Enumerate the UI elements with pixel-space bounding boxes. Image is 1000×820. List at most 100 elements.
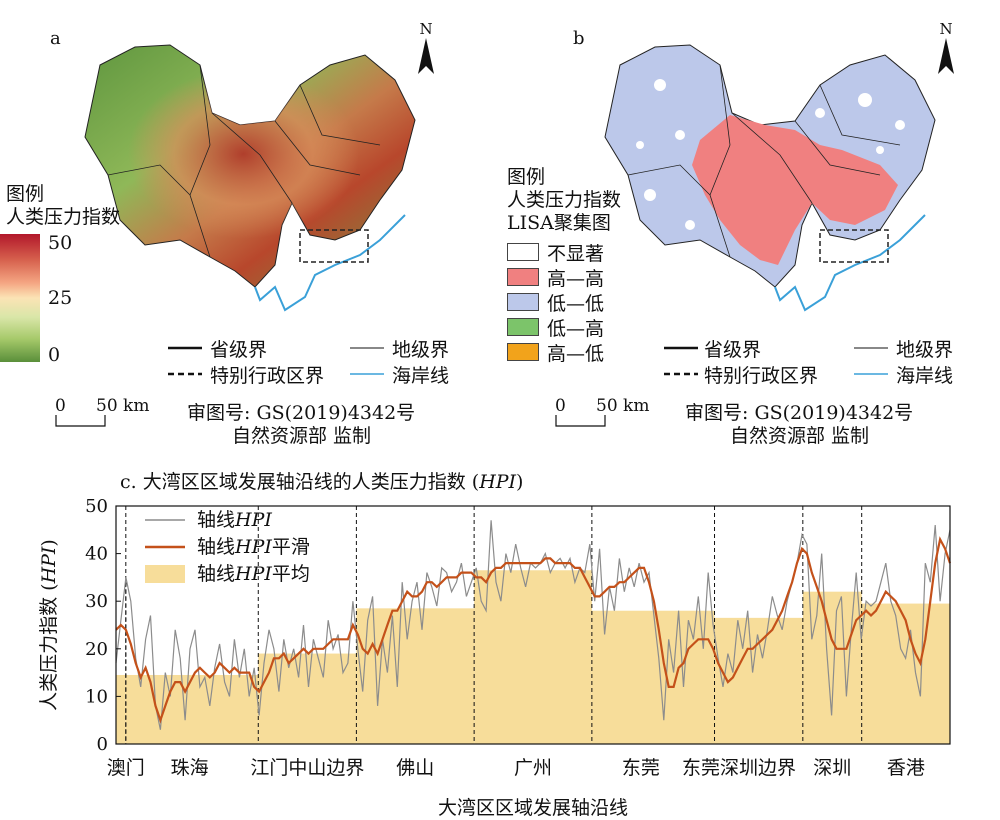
lisa-label-1: 高—高 (547, 267, 605, 290)
lisa-class-1: 高—高 (507, 265, 605, 290)
legend-b-province: 省级界 (704, 339, 762, 361)
legend-b-title: 图例 人类压力指数 LISA聚集图 (507, 166, 621, 235)
panel-a-letter: a (50, 28, 61, 49)
category-label-5: 东莞 (622, 757, 660, 779)
series-raw-hpi (115, 520, 951, 730)
legend-mean-label: 轴线HPI平均 (197, 563, 310, 585)
legend-smooth-suffix: 平滑 (272, 536, 310, 558)
series-smooth-hpi (115, 536, 952, 724)
legend-b-title-line2: 人类压力指数 (507, 189, 622, 211)
ytick-label-2: 20 (85, 639, 108, 660)
legend-a-title-line1: 图例 (6, 183, 45, 205)
scale-a-zero: 0 (55, 396, 66, 416)
chart-title-suffix: ) (516, 471, 524, 493)
lisa-class-3: 低—高 (507, 315, 605, 340)
category-label-2: 江门中山边界 (250, 757, 364, 779)
scale-bar-a (55, 415, 106, 427)
lisa-swatch-4 (507, 343, 539, 361)
legend-b-coast: 海岸线 (896, 365, 954, 387)
legend-a-title-line2: 人类压力指数 (6, 206, 121, 228)
mean-area-5 (591, 610, 715, 744)
legend-mean-suffix: 平均 (272, 563, 310, 585)
ytick-label-5: 50 (85, 496, 108, 517)
ytick-label-3: 30 (85, 591, 108, 612)
legend-mean-em: HPI (234, 563, 272, 585)
lisa-swatch-1 (507, 268, 539, 286)
map-a-coastline (254, 214, 406, 312)
ytick-label-0: 0 (97, 734, 108, 755)
scale-b-label: 50 km (596, 396, 650, 416)
legend-a-prefecture: 地级界 (392, 339, 450, 361)
legend-a-province: 省级界 (210, 339, 268, 361)
scale-b-zero: 0 (555, 396, 566, 416)
north-label-b: N (939, 20, 953, 38)
lisa-label-0: 不显著 (547, 242, 605, 265)
category-label-0: 澳门 (107, 757, 145, 779)
lisa-class-2: 低—低 (507, 290, 605, 315)
chart-title-prefix: c. 大湾区区域发展轴沿线的人类压力指数 ( (120, 471, 480, 493)
boundary-legend-a-lines (168, 346, 384, 376)
legend-smooth-prefix: 轴线 (197, 536, 235, 558)
legend-mean-swatch (145, 565, 185, 583)
legend-smooth-label: 轴线HPI平滑 (197, 536, 310, 558)
legend-a-title: 图例 人类压力指数 (6, 183, 120, 229)
category-label-6: 东莞深圳边界 (682, 757, 796, 779)
map-a (84, 44, 416, 312)
colorbar-max: 50 (48, 232, 73, 254)
legend-raw-prefix: 轴线 (197, 509, 235, 531)
chart-title-em: HPI (479, 471, 517, 493)
map-b-prefecture-lines (627, 64, 901, 258)
y-axis-label-suffix: ) (38, 539, 60, 546)
mean-area-1 (125, 674, 259, 744)
north-arrow-a: N (416, 20, 436, 80)
map-number-b: 审图号: GS(2019)4342号 (685, 402, 914, 424)
legend-mean-prefix: 轴线 (197, 563, 235, 585)
mean-area-8 (861, 603, 950, 744)
lisa-label-2: 低—低 (547, 292, 605, 315)
category-label-1: 珠海 (171, 757, 209, 779)
y-axis-label: 人类压力指数 (HPI) (38, 539, 60, 711)
chart-title: c. 大湾区区域发展轴沿线的人类压力指数 (HPI) (120, 467, 523, 494)
category-label-3: 佛山 (396, 757, 434, 779)
mean-area-4 (474, 570, 592, 744)
hpi-line-chart: 01020304050人类压力指数 (HPI)澳门 珠海 江门中山边界 佛山 广州 东莞东… (38, 496, 952, 819)
legend-b-classes: 不显著 高—高 低—低 低—高 高—低 (507, 240, 604, 365)
scale-a-label: 50 km (96, 396, 150, 416)
legend-raw-label: 轴线HPI (197, 509, 272, 531)
y-axis-label-prefix: 人类压力指数 ( (38, 583, 60, 710)
category-label-7: 深圳 (813, 757, 851, 779)
y-axis-label-em: HPI (38, 546, 60, 584)
ytick-label-4: 40 (85, 544, 108, 565)
map-b (604, 44, 936, 312)
lisa-label-3: 低—高 (547, 317, 605, 340)
lisa-class-0: 不显著 (507, 240, 605, 265)
lisa-class-4: 高—低 (507, 340, 605, 365)
category-label-8: 香港 (887, 757, 925, 779)
ytick-label-1: 10 (85, 686, 108, 707)
mean-area-0 (116, 674, 126, 744)
map-b-not-significant (636, 79, 905, 230)
colorbar-a (0, 234, 40, 362)
legend-b-title-line3: LISA聚集图 (507, 212, 611, 234)
map-b-sar-box (819, 229, 889, 263)
supervisor-b: 自然资源部 监制 (730, 425, 870, 447)
lisa-label-4: 高—低 (547, 342, 605, 365)
north-arrow-b: N (936, 20, 956, 80)
colorbar-mid: 25 (48, 287, 73, 309)
map-number-a: 审图号: GS(2019)4342号 (187, 402, 416, 424)
lisa-swatch-3 (507, 318, 539, 336)
north-label-a: N (419, 20, 433, 38)
legend-raw-em: HPI (234, 509, 272, 531)
map-b-coastline (774, 214, 926, 312)
boundary-legend-b-lines (664, 346, 888, 376)
lisa-swatch-0 (507, 243, 539, 261)
legend-a-coast: 海岸线 (392, 365, 450, 387)
x-axis-label: 大湾区区域发展轴沿线 (438, 797, 628, 819)
legend-smooth-em: HPI (234, 536, 272, 558)
map-b-high-high (692, 115, 898, 265)
supervisor-a: 自然资源部 监制 (232, 425, 372, 447)
scale-bar-b (555, 415, 606, 427)
legend-b-sar: 特别行政区界 (704, 365, 819, 387)
panel-b-letter: b (573, 28, 585, 49)
category-label-4: 广州 (514, 757, 552, 779)
